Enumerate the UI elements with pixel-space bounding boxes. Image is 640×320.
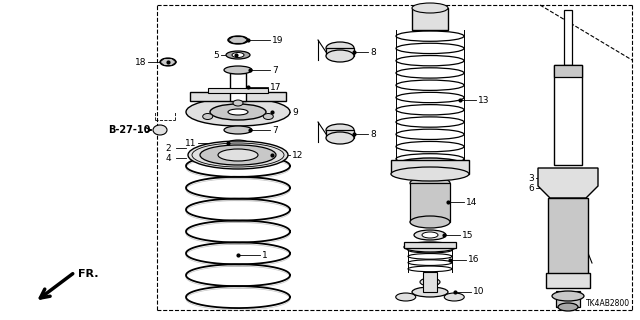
Text: 6: 6 [528,183,534,193]
Ellipse shape [326,50,354,62]
Bar [556,291,580,307]
Text: 11: 11 [184,139,196,148]
Ellipse shape [228,36,248,44]
Text: 19: 19 [272,36,284,44]
Ellipse shape [326,132,354,144]
Ellipse shape [218,149,258,161]
Ellipse shape [226,51,250,59]
Ellipse shape [410,216,450,228]
Ellipse shape [160,58,176,66]
Text: 4: 4 [165,154,171,163]
Ellipse shape [558,303,578,311]
Ellipse shape [203,114,212,119]
Ellipse shape [263,114,273,119]
Ellipse shape [232,52,244,58]
Ellipse shape [422,232,438,238]
Ellipse shape [326,124,354,136]
Text: 7: 7 [272,125,278,134]
Text: 14: 14 [466,197,477,206]
Bar [190,92,286,101]
Text: 17: 17 [270,83,282,92]
Text: 18: 18 [134,58,146,67]
Ellipse shape [153,125,167,135]
Ellipse shape [552,291,584,301]
Ellipse shape [228,109,248,115]
Ellipse shape [444,293,464,301]
Ellipse shape [224,66,252,74]
Ellipse shape [414,230,446,240]
Ellipse shape [420,278,440,286]
Bar [548,198,588,278]
Text: 8: 8 [370,47,376,57]
Ellipse shape [396,158,464,172]
Polygon shape [538,168,598,198]
Bar [404,242,456,248]
Ellipse shape [200,145,276,165]
Text: 16: 16 [468,255,479,265]
Ellipse shape [326,42,354,54]
Bar [391,160,469,174]
Bar [554,65,582,165]
Text: TK4AB2800: TK4AB2800 [586,299,630,308]
Ellipse shape [396,293,416,301]
Ellipse shape [228,140,248,146]
Bar [546,273,590,288]
Ellipse shape [186,98,290,126]
Text: 5: 5 [213,51,219,60]
Bar [412,8,448,30]
Ellipse shape [391,167,469,181]
Text: 15: 15 [462,230,474,239]
Text: 1: 1 [262,251,268,260]
Text: 9: 9 [292,108,298,116]
Ellipse shape [410,177,450,189]
Ellipse shape [210,104,266,120]
Text: 12: 12 [292,150,303,159]
Bar [208,88,268,93]
Bar [554,65,582,77]
Bar [423,272,437,292]
Text: 13: 13 [478,95,490,105]
Text: 2: 2 [165,143,171,153]
Text: B-27-10: B-27-10 [108,125,150,135]
Text: FR.: FR. [78,269,99,279]
Bar [564,10,572,65]
Ellipse shape [404,242,456,252]
Ellipse shape [412,3,448,13]
Ellipse shape [233,100,243,106]
Ellipse shape [224,126,252,134]
Text: 8: 8 [370,130,376,139]
Bar [410,183,450,222]
Text: 7: 7 [272,66,278,75]
Text: 3: 3 [528,173,534,182]
Bar [326,48,354,56]
Bar [326,130,354,138]
Ellipse shape [188,141,288,169]
Ellipse shape [412,287,448,297]
Text: 10: 10 [473,287,484,297]
Bar [230,73,246,101]
